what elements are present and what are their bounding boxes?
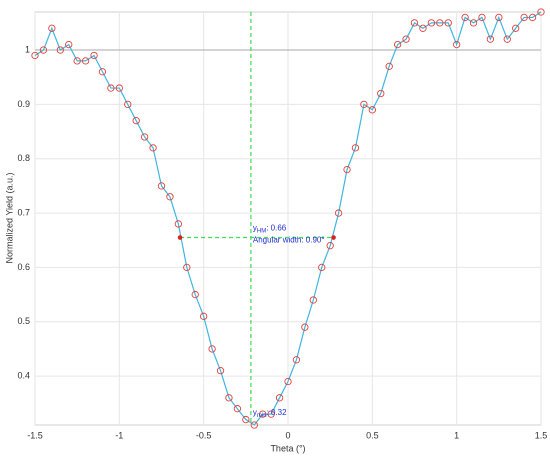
data-point — [275, 394, 284, 402]
data-point — [124, 100, 132, 109]
y-tick-label: 0.4 — [17, 370, 30, 380]
data-point — [495, 13, 503, 22]
x-tick-label: -1 — [115, 430, 123, 440]
data-point — [259, 410, 267, 418]
data-point — [132, 117, 140, 125]
data-point — [427, 19, 436, 27]
x-tick-label: 0.5 — [366, 430, 379, 440]
data-point — [385, 62, 393, 70]
data-point — [157, 182, 166, 190]
data-point — [520, 13, 528, 22]
data-point — [326, 242, 334, 250]
data-point — [149, 144, 157, 152]
data-point — [48, 24, 56, 32]
half-max-point — [331, 235, 336, 240]
annotation-subscript: HM — [257, 228, 266, 234]
data-point — [200, 312, 208, 320]
data-point — [469, 19, 478, 27]
data-point — [174, 220, 183, 228]
data-point — [410, 19, 419, 27]
annotation: yHM: 0.66 — [253, 224, 287, 234]
data-point — [65, 40, 73, 49]
data-line — [34, 11, 542, 426]
data-point — [225, 394, 233, 402]
data-point — [39, 46, 48, 54]
data-point — [537, 8, 545, 16]
data-point — [402, 35, 410, 43]
y-axis-title: Normalized Yield (a.u.) — [4, 172, 14, 263]
y-tick-label: 1 — [25, 44, 30, 54]
data-point — [292, 356, 301, 364]
data-point — [31, 51, 39, 60]
half-max-point — [177, 235, 183, 240]
data-point — [309, 296, 317, 304]
y-tick-label: 0.8 — [17, 153, 30, 163]
annotation-text: : 0.66 — [266, 224, 287, 233]
data-point — [267, 410, 275, 418]
data-point — [107, 84, 115, 92]
data-point — [453, 40, 461, 49]
data-point — [393, 40, 402, 49]
x-tick-label: -0.5 — [196, 430, 212, 440]
data-point — [377, 89, 385, 98]
x-tick-label: 0 — [285, 430, 290, 440]
data-point — [183, 263, 191, 272]
y-tick-label: 0.6 — [17, 262, 30, 272]
data-point — [368, 106, 376, 114]
data-point — [191, 290, 199, 299]
data-point — [208, 345, 216, 353]
data-point — [503, 35, 511, 43]
data-point — [233, 405, 242, 413]
data-point — [73, 57, 81, 65]
data-point — [343, 165, 351, 174]
data-point — [478, 13, 486, 22]
annotation: ymin: 0.32 — [253, 408, 287, 418]
data-point — [512, 24, 520, 32]
data-point — [351, 144, 360, 152]
data-point — [436, 19, 444, 27]
annotation-subscript: min — [257, 413, 267, 419]
data-point — [444, 19, 452, 27]
data-point — [334, 209, 343, 217]
x-tick-label: 1 — [454, 430, 459, 440]
data-point — [81, 57, 90, 65]
data-point — [140, 133, 149, 141]
data-point — [528, 13, 537, 22]
data-point — [318, 263, 326, 272]
annotation-symbol: y — [253, 408, 257, 417]
data-point — [98, 68, 107, 76]
data-point — [461, 13, 469, 22]
data-point — [419, 24, 427, 32]
y-tick-label: 0.9 — [17, 99, 30, 109]
data-point — [250, 421, 258, 429]
data-point — [486, 35, 495, 43]
data-point — [115, 84, 123, 92]
x-tick-label: 1.5 — [535, 430, 548, 440]
data-point — [90, 51, 98, 60]
annotation: Angular width: 0.90° — [253, 236, 325, 245]
data-point — [216, 367, 225, 375]
annotation-symbol: y — [253, 224, 257, 233]
x-axis-title: Theta (°) — [270, 443, 305, 453]
annotation-text: Angular width: 0.90° — [253, 236, 325, 245]
data-point — [242, 415, 250, 424]
data-point — [284, 377, 292, 386]
data-point — [56, 46, 64, 54]
annotation-text: : 0.32 — [267, 408, 288, 417]
data-point — [301, 323, 309, 331]
y-tick-label: 0.5 — [17, 316, 30, 326]
data-point — [360, 100, 368, 109]
y-tick-label: 0.7 — [17, 207, 30, 217]
data-point — [166, 193, 174, 201]
x-tick-label: -1.5 — [27, 430, 43, 440]
